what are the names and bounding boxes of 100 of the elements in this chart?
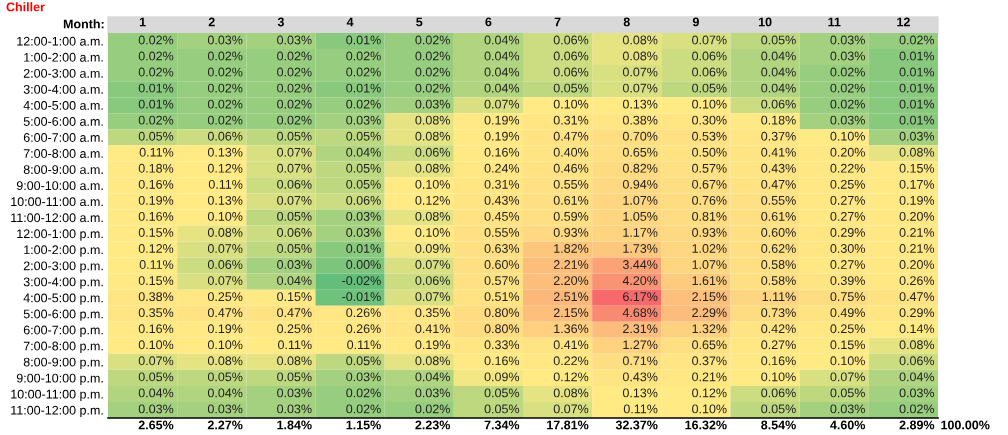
data-label: 0.04% <box>761 51 796 61</box>
data-label: 0.02% <box>138 67 174 77</box>
data-label: 0.02% <box>415 67 450 77</box>
x-tick-label: 7 <box>554 17 561 27</box>
data-label: 0.06% <box>761 99 796 109</box>
data-label: 0.07% <box>415 260 450 269</box>
data-label: 0.39% <box>830 276 865 285</box>
data-label: 0.15% <box>138 276 174 285</box>
data-label: 0.06% <box>415 276 450 285</box>
data-label: 0.08% <box>415 163 450 173</box>
y-tick-label: 10:00-11:00 p.m. <box>11 389 103 402</box>
data-label: 0.07% <box>622 83 658 93</box>
data-label: 0.11% <box>278 340 312 350</box>
data-label: 0.07% <box>207 244 243 253</box>
data-label: 0.02% <box>207 67 243 77</box>
data-label: 0.04% <box>207 388 243 398</box>
x-tick-label: 12 <box>897 17 910 27</box>
data-label: 0.11% <box>139 260 174 269</box>
data-label: 0.10% <box>692 404 727 414</box>
data-label: 0.02% <box>207 99 243 109</box>
data-label: 1.36% <box>554 324 589 334</box>
text: 17.81% <box>547 420 589 430</box>
data-label: 0.03% <box>346 228 381 237</box>
data-label: 0.07% <box>207 276 243 285</box>
x-tick-label: 4 <box>346 17 354 27</box>
data-label: 0.06% <box>277 179 312 189</box>
data-label: 0.93% <box>692 228 727 237</box>
data-label: 0.10% <box>692 99 727 109</box>
data-label: 0.02% <box>346 67 381 77</box>
y-tick-label: 12:00-1:00 a.m. <box>17 36 103 46</box>
x-tick-label: 8 <box>623 17 630 27</box>
data-label: 0.10% <box>138 340 174 350</box>
data-label: -0.02% <box>342 276 381 285</box>
data-label: 0.02% <box>207 51 243 61</box>
data-label: 0.30% <box>830 244 865 253</box>
data-label: 0.51% <box>484 292 520 302</box>
data-label: 0.80% <box>484 324 520 334</box>
data-label: 0.03% <box>207 35 243 45</box>
data-label: 0.08% <box>899 147 935 157</box>
data-label: 0.04% <box>277 276 312 285</box>
data-label: 0.05% <box>346 131 381 141</box>
text: 32.37% <box>615 420 658 430</box>
data-label: 0.01% <box>899 67 935 77</box>
text: 1.84% <box>277 420 312 430</box>
data-label: 0.37% <box>692 356 727 366</box>
data-label: 0.03% <box>415 99 450 109</box>
data-label: 0.07% <box>830 372 865 382</box>
data-label: 0.12% <box>553 372 589 382</box>
data-label: 0.05% <box>830 388 865 398</box>
data-label: 0.08% <box>553 388 589 398</box>
data-label: 0.03% <box>899 388 935 398</box>
data-label: 0.05% <box>207 372 243 382</box>
y-tick-label: 12:00-1:00 p.m. <box>17 229 103 241</box>
data-label: 2.15% <box>692 292 727 302</box>
data-label: 0.46% <box>553 163 589 173</box>
data-label: 0.06% <box>415 147 450 157</box>
data-label: 0.01% <box>899 51 935 61</box>
data-label: 0.25% <box>207 292 243 302</box>
data-label: 0.04% <box>484 83 520 93</box>
data-label: 0.02% <box>138 51 174 61</box>
data-label: 0.19% <box>484 131 520 141</box>
data-label: 0.76% <box>692 195 727 205</box>
data-label: 0.63% <box>484 244 520 253</box>
data-label: 0.37% <box>761 131 796 141</box>
data-label: 0.59% <box>553 211 589 221</box>
y-tick-label: 1:00-2:00 p.m. <box>24 245 103 257</box>
data-label: 0.60% <box>761 228 796 237</box>
data-label: 0.55% <box>484 228 520 237</box>
data-label: 0.01% <box>138 83 174 93</box>
data-label: 1.07% <box>623 195 658 205</box>
data-label: 0.02% <box>899 35 935 45</box>
data-label: 0.43% <box>484 195 520 205</box>
data-label: 0.73% <box>761 308 796 318</box>
data-label: 0.43% <box>761 163 796 173</box>
data-label: 0.15% <box>899 163 935 173</box>
data-label: 0.27% <box>830 260 865 269</box>
data-label: 0.57% <box>692 163 727 173</box>
data-label: 0.02% <box>207 115 243 125</box>
text: 2.65% <box>138 420 174 430</box>
data-label: 0.02% <box>830 67 865 77</box>
data-label: 0.47% <box>899 292 935 302</box>
data-label: 0.41% <box>553 340 589 350</box>
data-label: 0.61% <box>553 195 589 205</box>
data-label: 0.13% <box>622 99 658 109</box>
data-label: 0.09% <box>415 244 450 253</box>
data-label: 0.47% <box>277 308 312 318</box>
data-label: 0.02% <box>277 83 312 93</box>
data-label: 0.16% <box>484 356 520 366</box>
data-label: 0.03% <box>277 404 312 414</box>
data-label: 0.03% <box>830 35 865 45</box>
data-label: 0.01% <box>899 99 935 109</box>
data-label: 1.32% <box>692 324 727 334</box>
text: 2.89% <box>899 420 935 430</box>
data-label: 0.05% <box>692 83 727 93</box>
data-label: 0.65% <box>692 340 727 350</box>
data-label: 0.00% <box>346 260 381 269</box>
data-label: 0.13% <box>207 147 243 157</box>
y-tick-label: 4:00-5:00 a.m. <box>23 100 103 110</box>
data-label: 0.20% <box>899 260 935 269</box>
data-label: 0.10% <box>830 356 865 366</box>
